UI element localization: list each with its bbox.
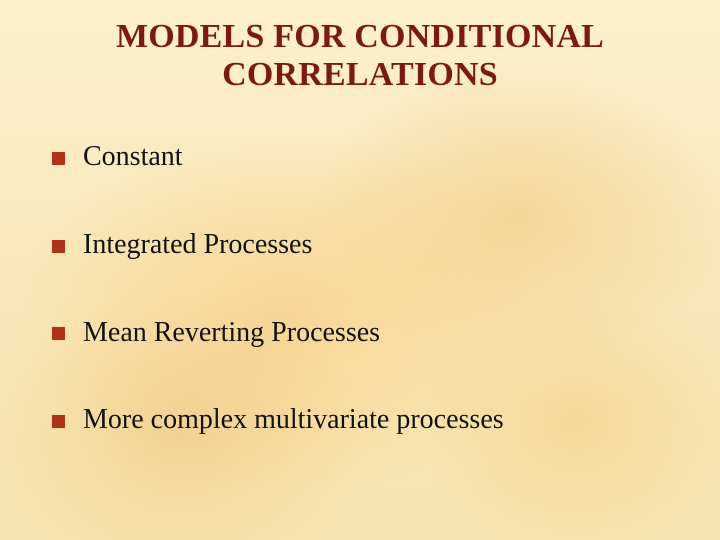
bullet-text: Integrated Processes (83, 230, 680, 261)
square-bullet-icon (52, 240, 65, 253)
list-item: Constant (52, 142, 680, 173)
slide-title-line1: MODELS FOR CONDITIONAL (116, 18, 604, 55)
slide: MODELS FOR CONDITIONAL CORRELATIONS Cons… (0, 0, 720, 540)
bullet-text: Mean Reverting Processes (83, 318, 680, 349)
bullet-text: Constant (83, 142, 680, 173)
slide-title: MODELS FOR CONDITIONAL CORRELATIONS (0, 18, 720, 94)
square-bullet-icon (52, 415, 65, 428)
square-bullet-icon (52, 327, 65, 340)
bullet-text: More complex multivariate processes (83, 405, 680, 436)
bullet-list: Constant Integrated Processes Mean Rever… (52, 142, 680, 493)
list-item: Mean Reverting Processes (52, 318, 680, 349)
slide-title-line2: CORRELATIONS (222, 56, 498, 93)
square-bullet-icon (52, 152, 65, 165)
list-item: More complex multivariate processes (52, 405, 680, 436)
list-item: Integrated Processes (52, 230, 680, 261)
